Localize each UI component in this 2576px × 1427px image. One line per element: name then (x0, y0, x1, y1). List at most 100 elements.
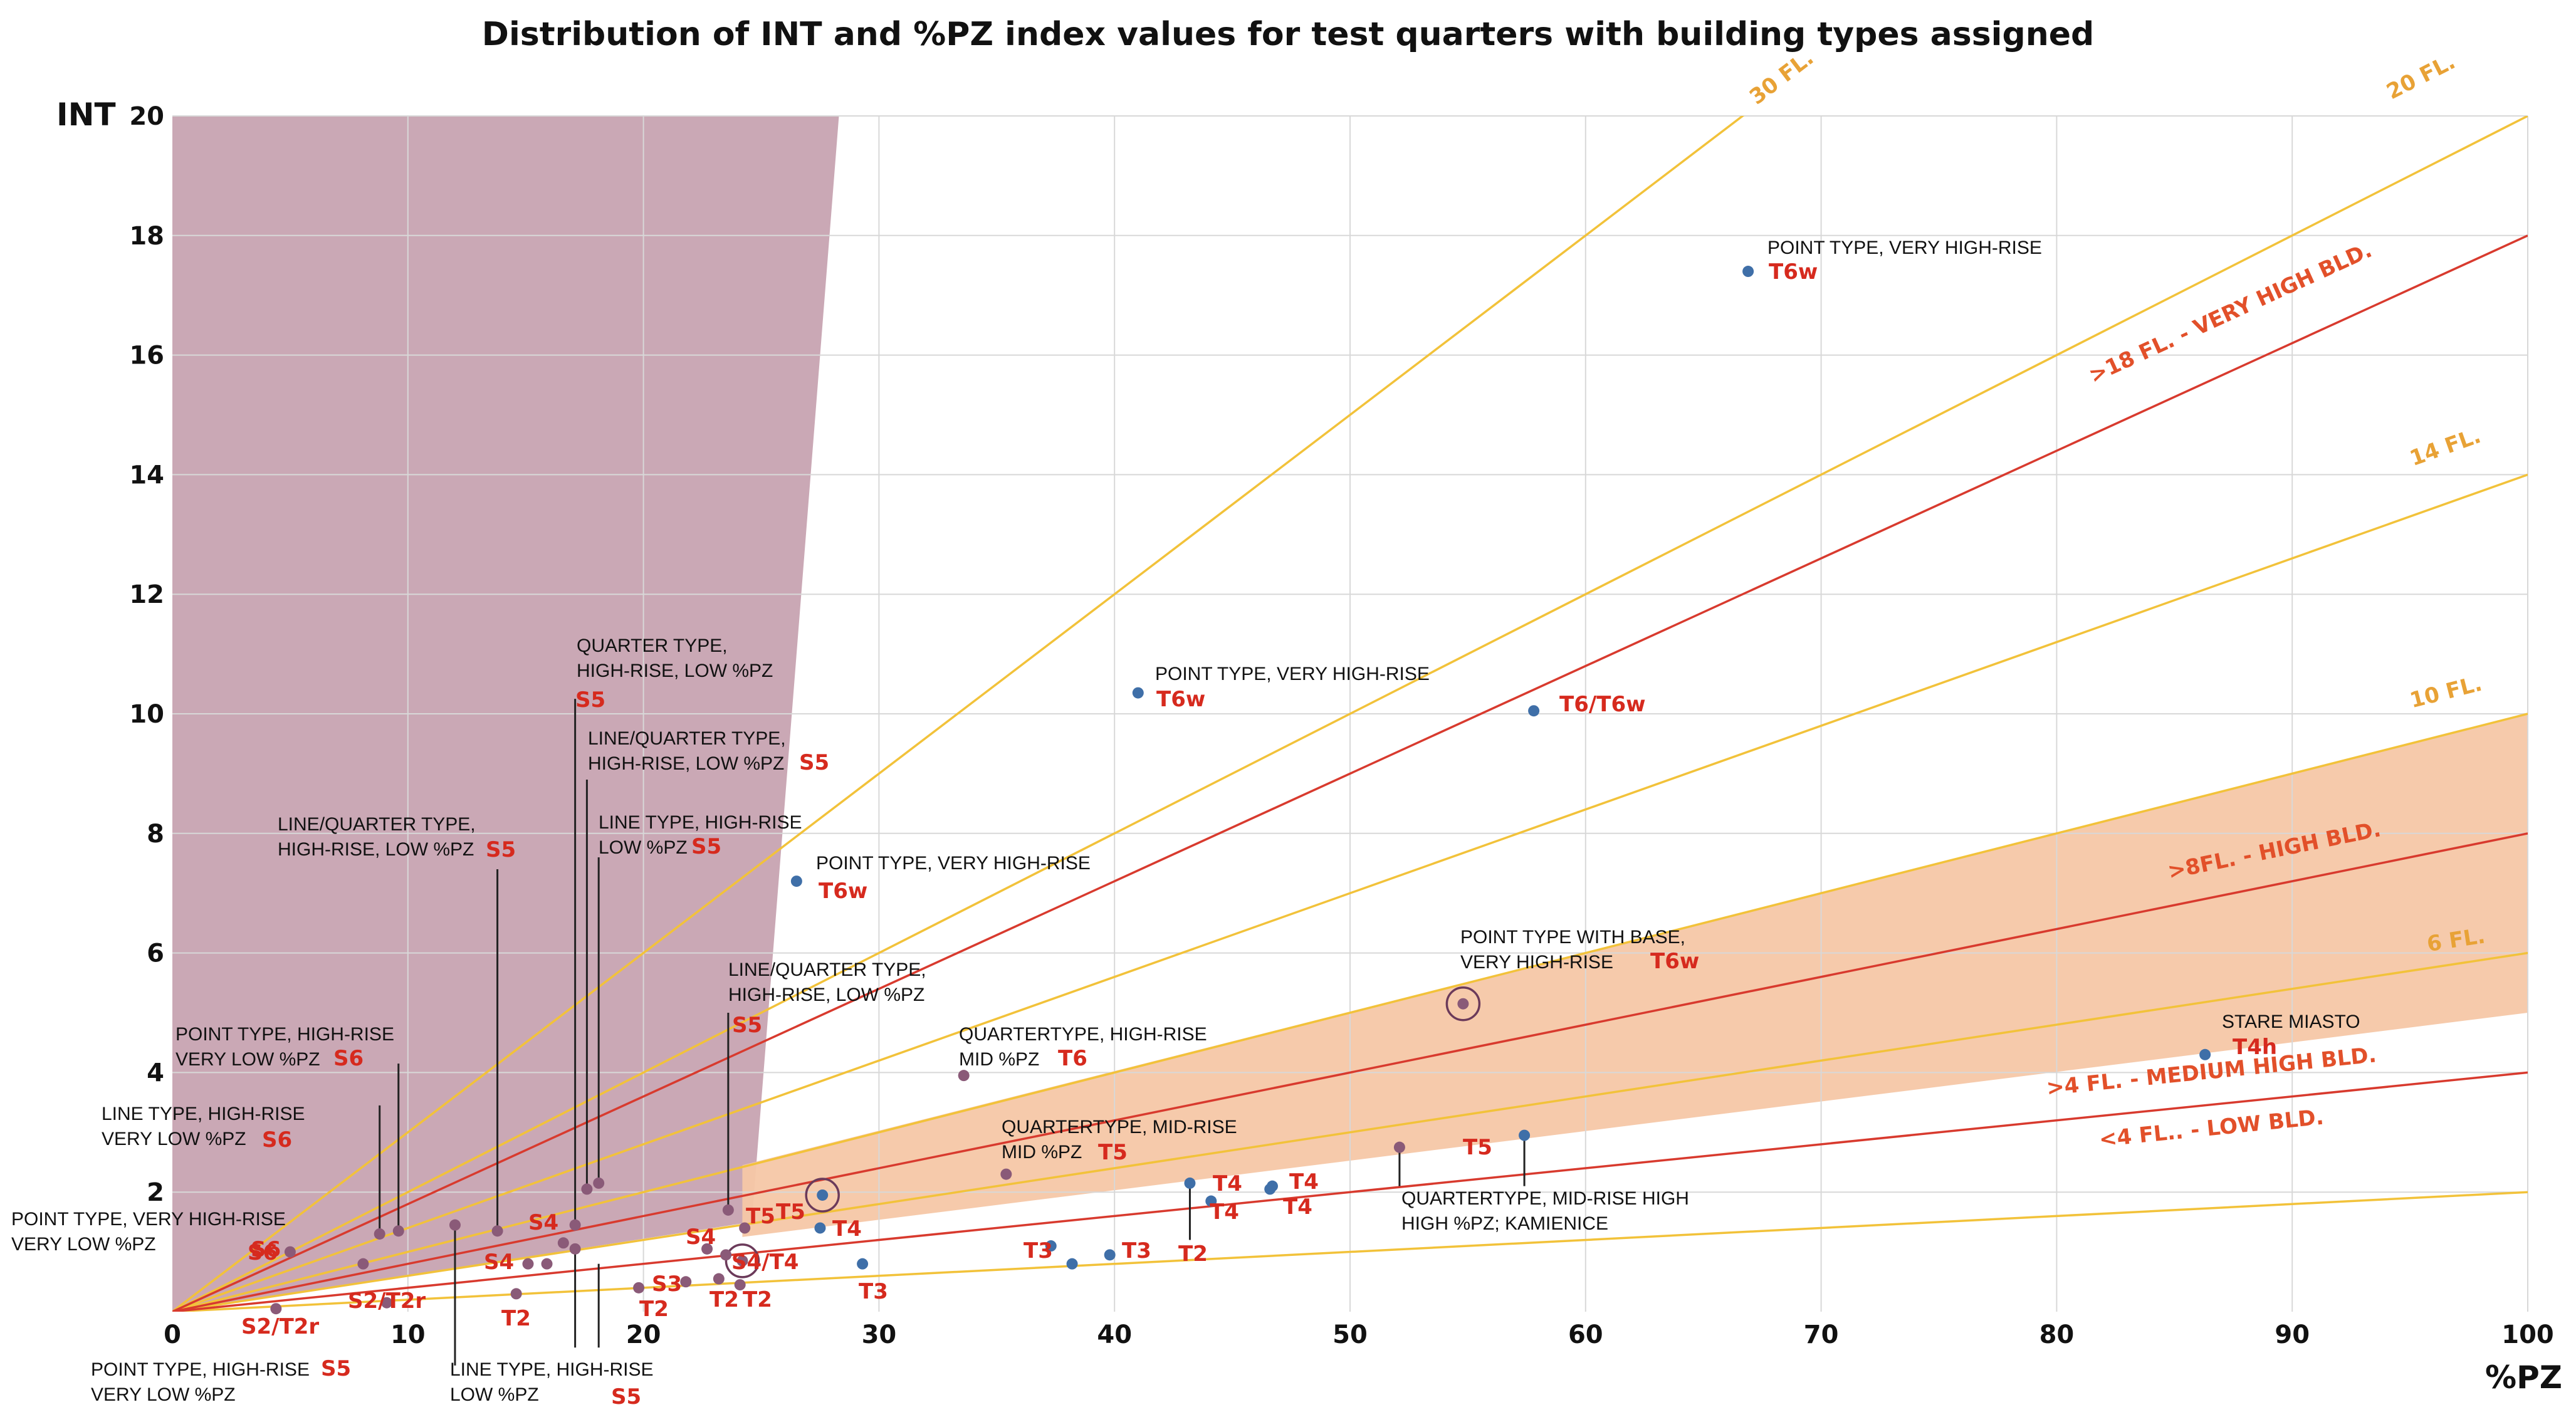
y-tick-label: 14 (129, 461, 164, 489)
data-point (739, 1222, 751, 1234)
floor-line-label: 30 FL. (1745, 45, 1818, 110)
floor-line-label: 14 FL. (2407, 423, 2484, 471)
x-tick-label: 90 (2275, 1320, 2310, 1349)
data-point (680, 1276, 692, 1288)
point-tag: T3 (1024, 1238, 1053, 1263)
y-tick-label: 8 (147, 820, 164, 849)
point-tag: S4 (528, 1210, 558, 1235)
annotation-label: QUARTERTYPE, MID-RISE (1002, 1117, 1237, 1137)
data-point (380, 1297, 392, 1309)
data-point (392, 1225, 404, 1237)
x-tick-label: 0 (164, 1320, 181, 1349)
data-point (1104, 1249, 1116, 1261)
annotation-tag: S5 (732, 1013, 762, 1038)
x-axis-title: %PZ (2485, 1359, 2562, 1396)
data-point (1742, 266, 1754, 278)
x-tick-label: 20 (626, 1320, 661, 1349)
data-point (1264, 1183, 1276, 1195)
data-point (1045, 1240, 1057, 1252)
point-tag: T2 (501, 1306, 531, 1331)
annotation-tag: S5 (691, 834, 721, 859)
x-tick-label: 50 (1333, 1320, 1368, 1349)
annotation-tag: T6w (819, 879, 867, 904)
point-tag: S3 (652, 1272, 682, 1297)
point-tag: S2/T2r (241, 1314, 319, 1339)
annotation-label: POINT TYPE, VERY HIGH-RISE (816, 853, 1091, 874)
data-point (701, 1243, 713, 1255)
annotation-label: HIGH %PZ; KAMIENICE (1401, 1213, 1608, 1234)
category-line (172, 1071, 2528, 1312)
data-point (1132, 687, 1144, 699)
point-tag: T4 (832, 1216, 862, 1241)
y-tick-label: 6 (147, 939, 164, 968)
annotation-label: HIGH-RISE, LOW %PZ (577, 661, 773, 681)
data-point (633, 1282, 645, 1294)
annotation-label: POINT TYPE, VERY HIGH-RISE (1767, 238, 2042, 258)
point-tag: T5 (776, 1200, 805, 1225)
point-tag: S4/T4 (731, 1250, 798, 1275)
point-tag: T4 (1210, 1200, 1239, 1225)
annotation-label: LOW %PZ (599, 837, 688, 858)
annotation-label: LINE/QUARTER TYPE, (728, 959, 926, 980)
floor-line (172, 473, 2528, 1312)
point-tag: S4 (686, 1225, 716, 1250)
y-tick-label: 18 (129, 222, 164, 251)
data-point (491, 1225, 503, 1237)
annotation-label: POINT TYPE, HIGH-RISE (175, 1024, 394, 1045)
x-tick-label: 80 (2039, 1320, 2075, 1349)
data-point (734, 1279, 746, 1291)
x-tick-label: 30 (862, 1320, 897, 1349)
data-point (541, 1258, 553, 1270)
data-point (1066, 1258, 1078, 1270)
annotation-label: LOW %PZ (450, 1384, 539, 1405)
data-point (720, 1249, 732, 1261)
y-tick-label: 12 (129, 580, 164, 609)
chart-title: Distribution of INT and %PZ index values… (482, 16, 2094, 53)
annotation-label: LINE/QUARTER TYPE, (588, 728, 786, 749)
annotation-label: MID %PZ (959, 1049, 1039, 1070)
annotation-tag: S5 (575, 687, 605, 713)
annotation-label: MID %PZ (1002, 1142, 1082, 1163)
annotation-label: POINT TYPE WITH BASE, (1460, 927, 1685, 948)
annotation-label: QUARTER TYPE, (577, 635, 728, 656)
point-tag: T2 (1178, 1241, 1208, 1267)
data-point (581, 1183, 593, 1195)
point-tag: S6 (248, 1240, 278, 1265)
annotation-label: HIGH-RISE, LOW %PZ (728, 985, 924, 1005)
annotation-label: LINE TYPE, HIGH-RISE (599, 812, 802, 833)
annotation-tag: S6 (333, 1046, 364, 1071)
data-point (736, 1255, 748, 1267)
category-line-label: >18 FL. - VERY HIGH BLD. (2085, 238, 2376, 389)
highlight-circle (1445, 986, 1481, 1022)
data-point (557, 1237, 569, 1249)
data-point (857, 1258, 869, 1270)
annotation-label: HIGH-RISE, LOW %PZ (588, 753, 784, 774)
data-point (1000, 1168, 1012, 1180)
annotation-label: QUARTERTYPE, MID-RISE HIGH (1401, 1188, 1689, 1209)
annotation-tag: T5 (1098, 1140, 1128, 1165)
data-point (814, 1222, 826, 1234)
point-tag: T4 (1289, 1169, 1319, 1194)
annotation-label: VERY LOW %PZ (91, 1384, 236, 1405)
point-tag: T3 (859, 1279, 888, 1304)
point-tag: T5 (746, 1204, 775, 1229)
floor-line (172, 713, 2528, 1312)
x-tick-label: 10 (390, 1320, 426, 1349)
data-point (1528, 705, 1540, 717)
annotation-label: HIGH-RISE, LOW %PZ (278, 839, 474, 860)
annotation-tag: S6 (262, 1127, 292, 1153)
annotation-tag: T6 (1058, 1046, 1087, 1071)
x-tick-label: 100 (2501, 1320, 2554, 1349)
annotation-label: POINT TYPE, VERY HIGH-RISE (11, 1209, 286, 1230)
floor-line (172, 116, 1745, 1312)
data-point (1457, 998, 1469, 1010)
point-tag: T4 (1213, 1171, 1242, 1196)
y-tick-label: 10 (129, 700, 164, 729)
data-point (722, 1204, 734, 1216)
x-tick-label: 40 (1097, 1320, 1132, 1349)
annotation-tag: S5 (799, 750, 829, 775)
point-tag: T4 (1283, 1194, 1312, 1220)
annotation-tag: S5 (486, 837, 516, 862)
annotation-label: VERY LOW %PZ (11, 1234, 156, 1255)
floor-line (172, 1191, 2528, 1312)
